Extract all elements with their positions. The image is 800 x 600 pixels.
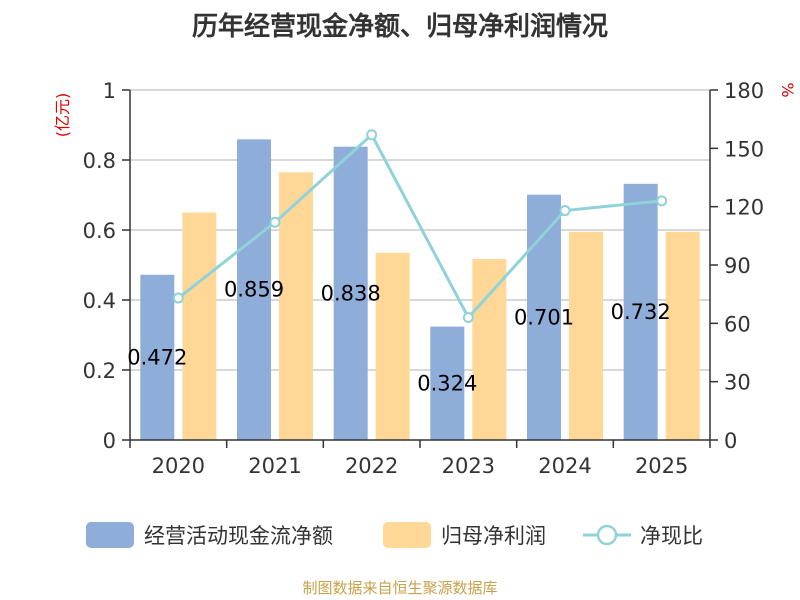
y-right-unit-label: % <box>778 82 797 97</box>
source-note: 制图数据来自恒生聚源数据库 <box>302 579 498 597</box>
bar <box>237 139 271 440</box>
data-label: 0.859 <box>224 278 284 302</box>
bar <box>430 326 465 440</box>
line-point <box>656 195 668 207</box>
y-right-tick-label: 60 <box>724 312 751 336</box>
y-left-tick-label: 0.8 <box>83 149 116 173</box>
legend-swatch <box>383 522 431 548</box>
y-left-tick-label: 0.2 <box>83 359 116 383</box>
y-right-tick-label: 180 <box>724 79 764 103</box>
y-right-tick-label: 120 <box>724 196 764 220</box>
y-left-unit-label: (亿元) <box>53 93 72 138</box>
legend-label: 归母净利润 <box>441 524 546 548</box>
data-label: 0.838 <box>321 281 381 305</box>
legend-label: 净现比 <box>640 524 703 548</box>
bar <box>569 231 603 440</box>
y-left-tick-label: 0.4 <box>83 289 116 313</box>
legend-label: 经营活动现金流净额 <box>144 524 333 548</box>
y-right-tick-label: 30 <box>724 371 751 395</box>
y-left-tick-label: 1 <box>103 79 116 103</box>
bar <box>472 259 507 440</box>
line-point <box>462 312 474 323</box>
line-point <box>269 216 281 228</box>
line-point <box>559 205 571 217</box>
y-left-tick-label: 0 <box>103 429 116 453</box>
x-tick-label: 2022 <box>345 454 398 478</box>
x-tick-label: 2021 <box>248 454 301 478</box>
bar <box>140 274 175 440</box>
line-point <box>366 129 378 141</box>
x-tick-label: 2025 <box>635 454 688 478</box>
bar <box>623 183 658 441</box>
legend-marker <box>596 524 618 546</box>
x-tick-label: 2023 <box>442 454 495 478</box>
bar <box>665 231 700 440</box>
line-point <box>172 292 184 304</box>
x-tick-label: 2024 <box>538 454 591 478</box>
data-label: 0.324 <box>417 371 477 395</box>
bar <box>333 146 368 440</box>
data-label: 0.732 <box>611 300 671 324</box>
data-label: 0.472 <box>127 345 187 369</box>
y-left-tick-label: 0.6 <box>83 219 116 243</box>
bar <box>182 212 217 440</box>
legend-swatch <box>86 522 134 548</box>
y-right-tick-label: 150 <box>724 137 764 161</box>
y-right-tick-label: 90 <box>724 254 751 278</box>
bar <box>279 172 313 440</box>
bar <box>375 252 410 440</box>
chart-title: 历年经营现金净额、归母净利润情况 <box>191 12 608 42</box>
data-label: 0.701 <box>514 305 574 329</box>
series-line <box>177 132 662 321</box>
y-right-tick-label: 0 <box>724 429 737 453</box>
x-tick-label: 2020 <box>152 454 205 478</box>
